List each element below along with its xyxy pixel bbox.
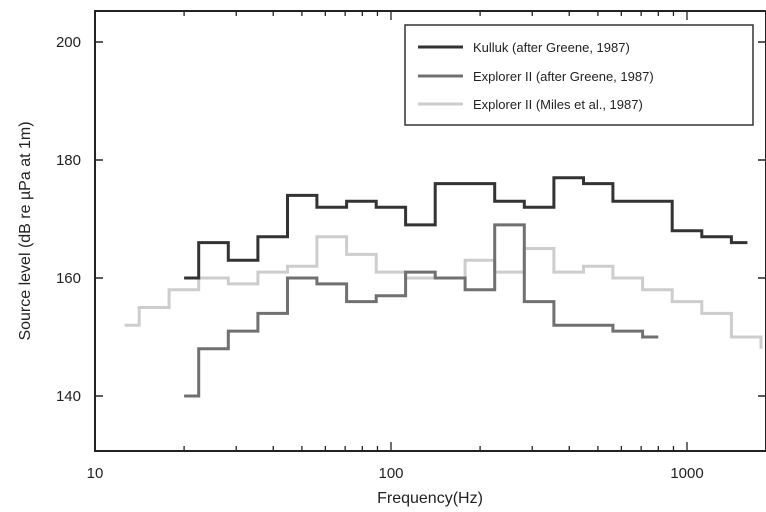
y-tick-label: 160 xyxy=(56,270,81,287)
x-axis-label: Frequency(Hz) xyxy=(377,490,483,507)
y-axis: 140 160 180 200 xyxy=(56,34,766,405)
plot-frame xyxy=(94,10,766,452)
x-axis: 10 100 1000 xyxy=(87,11,704,482)
y-tick-label: 180 xyxy=(56,152,81,169)
series-line-2 xyxy=(124,235,763,349)
series-line-0 xyxy=(184,176,748,280)
legend-label-explorer-greene: Explorer II (after Greene, 1987) xyxy=(473,69,654,84)
x-tick-label: 1000 xyxy=(670,465,703,482)
series-line-1 xyxy=(184,223,659,398)
y-tick-label: 200 xyxy=(56,34,81,51)
legend-label-kulluk: Kulluk (after Greene, 1987) xyxy=(473,40,630,55)
x-tick-label: 100 xyxy=(378,465,403,482)
y-axis-label: Source level (dB re µPa at 1m) xyxy=(17,121,34,340)
x-tick-label: 10 xyxy=(87,465,104,482)
legend-label-explorer-miles: Explorer II (Miles et al., 1987) xyxy=(473,97,643,112)
y-tick-label: 140 xyxy=(56,388,81,405)
series-layer xyxy=(124,176,763,398)
legend: Kulluk (after Greene, 1987) Explorer II … xyxy=(404,24,754,126)
